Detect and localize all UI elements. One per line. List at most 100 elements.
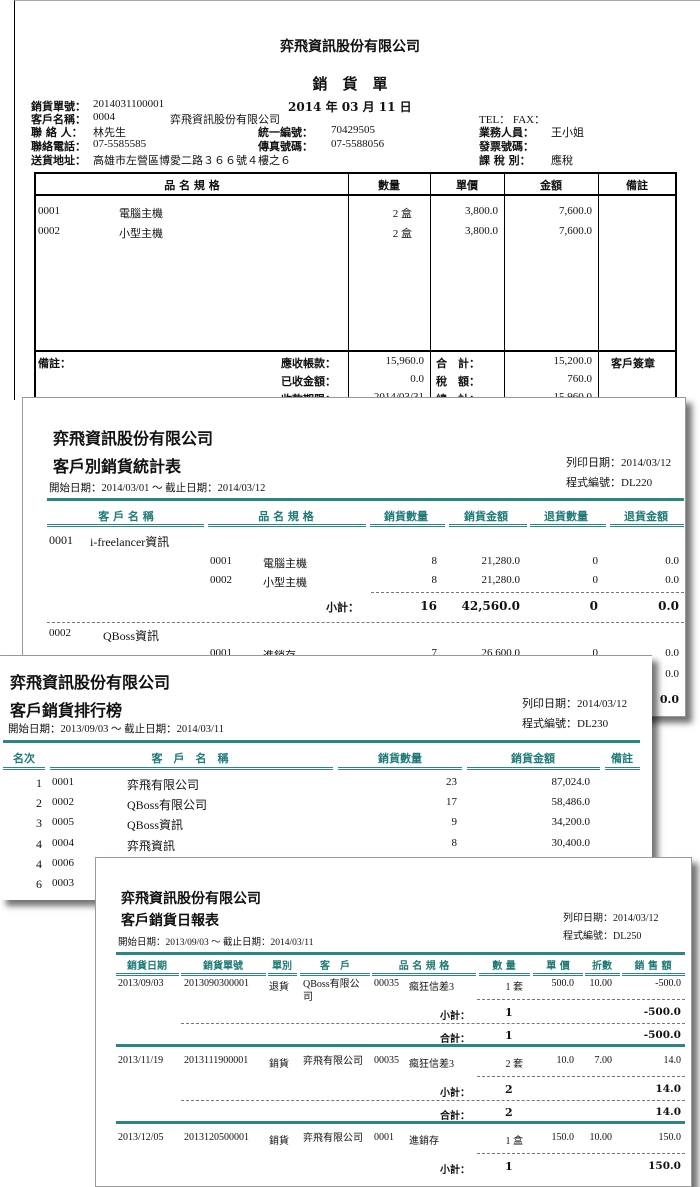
customer-code: 0002	[52, 796, 74, 809]
divider	[610, 524, 684, 527]
program-id: 程式編號：DL250	[563, 931, 642, 942]
column-header: 折數	[592, 961, 612, 972]
item-value: 0.0	[665, 647, 679, 659]
column-header: 品 名 規 格	[258, 510, 314, 523]
field-value: 林先生	[93, 127, 126, 139]
item-value: 21,280.0	[481, 574, 521, 586]
invoice-company: 弈飛資訊股份有限公司	[280, 39, 420, 55]
customer-daily-report-page: 弈飛資訊股份有限公司 客戶銷貨日報表 開始日期：2013/09/03 ～ 截止日…	[95, 857, 692, 1187]
rank: 1	[36, 776, 42, 790]
column-header: 數量	[378, 179, 400, 192]
footer-label: 合 計：	[436, 357, 480, 370]
customer-code: 0004	[52, 836, 74, 849]
footer-label: 應收帳款：	[281, 357, 336, 370]
rank: 4	[36, 836, 42, 851]
field-label: TEL： FAX：	[479, 114, 546, 126]
subtotal-label: 小計：	[326, 601, 359, 614]
field-label: 聯 絡 人：	[31, 126, 83, 139]
sale-date: 2013/12/05	[118, 1132, 164, 1143]
qty: 1 盒	[505, 1136, 524, 1147]
item-code: 0001	[38, 205, 60, 217]
divider	[372, 973, 476, 976]
dashed-divider	[477, 999, 685, 1000]
report-title: 客戶銷貨日報表	[121, 913, 219, 929]
customer-name: QBoss有限公司	[127, 798, 208, 813]
item-value: 0	[592, 647, 599, 659]
field-label: 課 稅 別：	[479, 154, 531, 167]
footer-value: 760.0	[567, 373, 592, 385]
subtotal-value: 42,560.0	[461, 599, 520, 613]
subtotal-qty: 1	[505, 1006, 513, 1019]
print-date: 列印日期：2014/03/12	[566, 457, 672, 469]
unit-price: 150.0	[551, 1132, 575, 1143]
subtotal-amount: 14.0	[655, 1083, 681, 1095]
sale-date: 2013/11/19	[118, 1055, 164, 1066]
sales-amount: -500.0	[655, 978, 681, 989]
field-label: 送貨地址：	[31, 154, 86, 167]
item-value: 0	[592, 574, 599, 586]
sales-amount: 58,486.0	[551, 796, 591, 809]
field-value: 70429505	[331, 124, 375, 136]
field-label: 業務人員：	[479, 126, 534, 139]
customer-name: QBoss資訊	[127, 818, 184, 833]
field-label: 發票號碼：	[479, 140, 534, 153]
item-amount: 7,600.0	[559, 205, 592, 217]
dashed-divider	[371, 592, 684, 593]
field-label: 客戶名稱：	[31, 113, 86, 126]
item-value: 21,280.0	[481, 555, 521, 567]
footer-label: 總 計：	[436, 391, 480, 400]
item-value: 0	[592, 555, 599, 567]
sales-invoice-page: 弈飛資訊股份有限公司 銷 貨 單 2014 年 03 月 11 日 銷貨單號： 2…	[14, 0, 700, 400]
column-header: 客 戶	[320, 961, 350, 972]
total-qty: 1	[505, 1029, 513, 1042]
sales-amount: 30,400.0	[551, 836, 591, 849]
sale-type: 退貨	[269, 982, 289, 993]
rank: 2	[36, 796, 42, 811]
subtotal-label: 小計：	[440, 1088, 470, 1099]
column-header: 數 量	[492, 961, 516, 972]
divider	[530, 524, 606, 527]
sales-qty: 17	[446, 796, 457, 809]
column-header: 銷 售 額	[634, 961, 672, 972]
column-header: 金額	[540, 179, 562, 192]
dashed-divider	[181, 1100, 685, 1101]
item-value: 8	[431, 555, 438, 567]
item-name: 小型主機	[119, 228, 163, 240]
divider	[47, 524, 204, 527]
program-id: 程式編號：DL230	[522, 718, 609, 730]
footer-value: 0.0	[410, 373, 424, 385]
footer-value: 15,960.0	[553, 391, 593, 400]
divider	[3, 767, 45, 770]
report-company: 弈飛資訊股份有限公司	[10, 673, 171, 692]
item-code: 0001	[210, 555, 232, 567]
sales-qty: 23	[446, 776, 457, 788]
column-header: 單價	[456, 179, 478, 192]
item-qty: 2 盒	[392, 208, 412, 220]
customer-name: 弈飛有限公司	[303, 1056, 363, 1067]
column-header: 品 名 規 格	[398, 961, 450, 972]
sales-amount: 87,024.0	[551, 776, 591, 788]
item-name: 進銷存	[409, 1136, 439, 1147]
divider	[116, 1044, 685, 1047]
item-value: 7	[431, 647, 438, 659]
item-value: 0.0	[665, 668, 679, 680]
rank: 6	[36, 877, 42, 891]
item-value: 0.0	[665, 574, 679, 586]
customer-code: 0002	[49, 627, 71, 639]
divider	[479, 973, 530, 976]
footer-label: 已收金額：	[281, 375, 336, 388]
total-amount: -500.0	[643, 1029, 681, 1041]
customer-code: 0003	[52, 877, 74, 889]
column-header: 客 戶 名 稱	[98, 510, 154, 523]
divider	[300, 973, 370, 976]
divider	[338, 767, 462, 770]
footer-label: 收款期限：	[281, 391, 336, 400]
customer-name: 弈飛有限公司	[303, 1133, 363, 1144]
date-range: 開始日期：2013/09/03 ～ 截止日期：2014/03/11	[8, 724, 225, 735]
customer-code: 0006	[52, 856, 74, 869]
customer-name: 弈飛資訊股份有限公司	[170, 114, 280, 126]
qty: 2 套	[505, 1059, 524, 1070]
item-code: 00035	[374, 978, 399, 989]
subtotal-value: 16	[420, 599, 437, 613]
date-range: 開始日期：2013/09/03 ～ 截止日期：2014/03/11	[118, 938, 314, 948]
